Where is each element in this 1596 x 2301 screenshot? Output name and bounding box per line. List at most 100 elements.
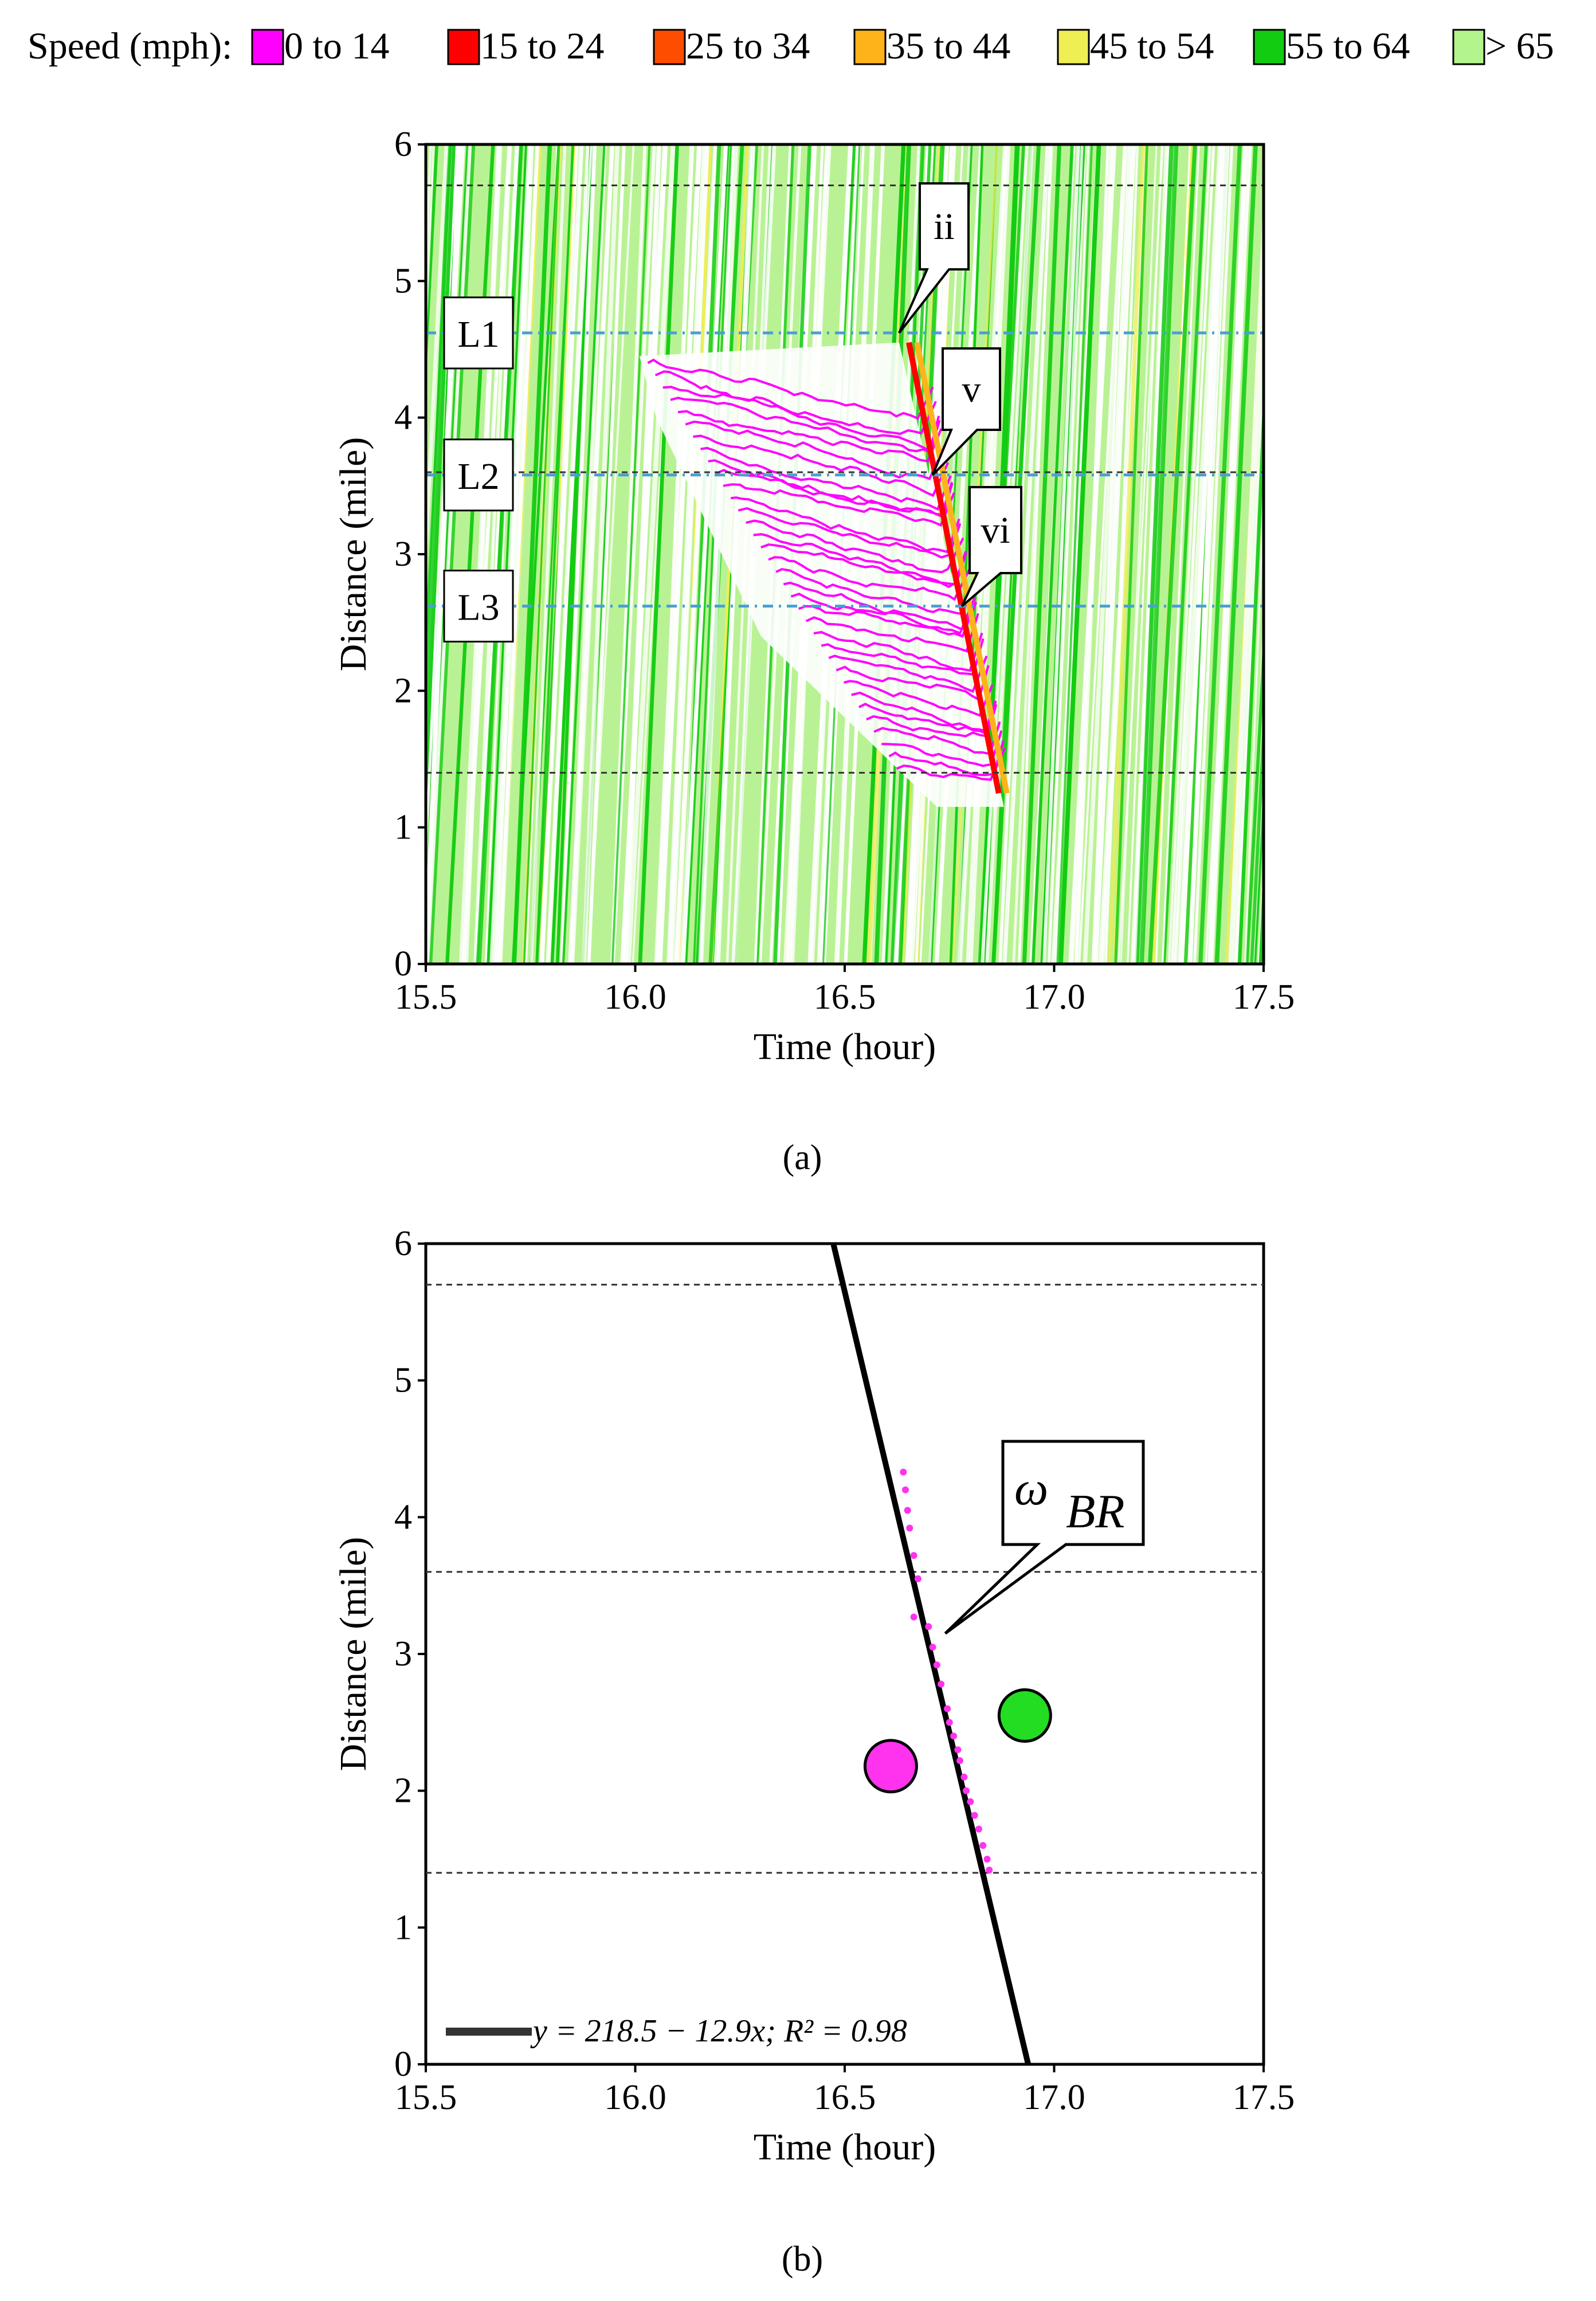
data-point bbox=[901, 1486, 909, 1494]
trajectory-free-flow bbox=[562, 144, 606, 964]
trajectory-free-flow bbox=[1117, 144, 1164, 964]
callout-label: v bbox=[962, 369, 981, 410]
legend-label: > 65 bbox=[1485, 25, 1554, 67]
panel-b-plot-frame bbox=[424, 1242, 1265, 2066]
trajectory-congested bbox=[768, 556, 971, 601]
legend-label: 55 to 64 bbox=[1286, 25, 1410, 67]
x-tick-label: 16.5 bbox=[814, 2078, 876, 2117]
trajectory-free-flow bbox=[1193, 144, 1234, 964]
y-tick-label: 0 bbox=[394, 944, 412, 983]
legend-swatch bbox=[853, 29, 887, 65]
trajectory-free-flow bbox=[1022, 144, 1062, 964]
trajectory-free-flow bbox=[1228, 186, 1264, 964]
trajectory-free-flow bbox=[681, 144, 728, 964]
trajectory-free-flow bbox=[1214, 144, 1258, 964]
trajectory-free-flow bbox=[1012, 144, 1053, 964]
trajectory-congested bbox=[723, 483, 955, 527]
trajectory-free-flow bbox=[626, 144, 676, 964]
trajectory-congested bbox=[888, 740, 1005, 777]
trajectory-free-flow bbox=[1108, 144, 1146, 964]
trajectory-free-flow bbox=[1260, 878, 1264, 964]
data-point bbox=[960, 1773, 968, 1781]
trajectory-free-flow bbox=[458, 144, 503, 964]
data-point bbox=[979, 1842, 987, 1849]
y-tick-label: 3 bbox=[394, 1634, 412, 1673]
data-point bbox=[929, 1644, 936, 1651]
data-point bbox=[944, 1705, 951, 1712]
trajectory-congested bbox=[700, 446, 952, 511]
trajectory-congested bbox=[647, 358, 934, 420]
trajectory-congested bbox=[828, 654, 988, 693]
trajectory-congested bbox=[760, 543, 967, 586]
callout-box bbox=[944, 1440, 1145, 1635]
panel-b-callout: ω BR bbox=[944, 1440, 1145, 1635]
trajectory-congested bbox=[670, 397, 941, 454]
legend-label: 25 to 34 bbox=[686, 25, 810, 67]
trajectory-free-flow bbox=[684, 144, 730, 964]
trajectory-free-flow bbox=[1094, 144, 1136, 964]
panel-b: ω BR 15.5 16.0 16.5 17.0 17.5 0 1 2 3 4 5 6 y = 218.… bbox=[332, 1224, 1295, 2279]
trajectory-free-flow bbox=[1114, 144, 1149, 964]
trajectory-free-flow bbox=[1075, 144, 1109, 964]
trajectory-free-flow bbox=[1042, 144, 1081, 964]
panel-a-y-axis-label: Distance (mile) bbox=[332, 437, 374, 672]
trajectory-free-flow bbox=[426, 144, 435, 359]
legend-title: Speed (mph): bbox=[28, 25, 232, 67]
trajectory-free-flow bbox=[1237, 383, 1264, 964]
trajectory-free-flow bbox=[611, 144, 656, 964]
trajectory-free-flow bbox=[569, 144, 607, 964]
trajectory-congested bbox=[805, 613, 979, 653]
panel-b-ticks: 15.5 16.0 16.5 17.0 17.5 0 1 2 3 4 5 6 bbox=[394, 1224, 1295, 2117]
data-point bbox=[938, 1680, 945, 1688]
data-point bbox=[983, 1856, 991, 1863]
trajectory-free-flow bbox=[546, 144, 593, 964]
omega-subscript: BR bbox=[1066, 1485, 1125, 1538]
trajectory-congested bbox=[662, 386, 940, 453]
data-point bbox=[933, 1661, 940, 1669]
trajectory-free-flow bbox=[610, 144, 647, 964]
legend-swatch bbox=[251, 29, 284, 65]
y-tick-label: 2 bbox=[394, 671, 412, 710]
trajectory-congested bbox=[798, 602, 977, 638]
trajectory-free-flow bbox=[426, 144, 452, 665]
panel-b-y-axis-label: Distance (mile) bbox=[332, 1537, 374, 1771]
callout-box bbox=[960, 486, 1022, 607]
y-tick-label: 3 bbox=[394, 535, 412, 574]
trajectory-congested bbox=[836, 665, 990, 701]
trajectory-free-flow bbox=[1078, 144, 1126, 964]
y-tick-label: 5 bbox=[394, 261, 412, 300]
trajectory-free-flow bbox=[494, 144, 532, 964]
trajectory-congested bbox=[730, 496, 960, 554]
trajectory-free-flow bbox=[1258, 872, 1264, 964]
x-tick-label: 17.0 bbox=[1023, 2078, 1085, 2117]
trajectory-free-flow bbox=[1002, 144, 1050, 964]
trajectory-free-flow bbox=[473, 144, 512, 964]
legend-label: 0 to 14 bbox=[284, 25, 389, 67]
trajectory-free-flow bbox=[611, 144, 651, 964]
y-tick-label: 5 bbox=[394, 1361, 412, 1400]
x-tick-label: 16.5 bbox=[814, 978, 876, 1017]
data-point bbox=[967, 1798, 974, 1805]
trajectory-free-flow bbox=[1139, 144, 1179, 964]
trajectory-congested bbox=[715, 469, 954, 516]
data-point bbox=[950, 1732, 958, 1740]
panel-a-trajectories bbox=[426, 144, 1264, 964]
data-point bbox=[956, 1757, 964, 1765]
trajectory-free-flow bbox=[1135, 144, 1174, 964]
trajectory-free-flow bbox=[1161, 144, 1200, 964]
data-point bbox=[906, 1524, 913, 1532]
trajectory-free-flow bbox=[1173, 144, 1222, 964]
trajectory-congested bbox=[881, 730, 1003, 767]
callout-box bbox=[898, 182, 970, 334]
trajectory-free-flow bbox=[1032, 144, 1073, 964]
trajectory-free-flow bbox=[426, 144, 472, 964]
line-label: L2 bbox=[457, 456, 499, 497]
trajectory-free-flow bbox=[1148, 144, 1197, 964]
trajectory-free-flow bbox=[1244, 477, 1264, 964]
trajectory-free-flow bbox=[1179, 144, 1224, 964]
trajectory-free-flow bbox=[1250, 704, 1264, 964]
legend-label: 35 to 44 bbox=[887, 25, 1010, 67]
trajectory-free-flow bbox=[1162, 144, 1208, 964]
trajectory-free-flow bbox=[1257, 852, 1264, 964]
